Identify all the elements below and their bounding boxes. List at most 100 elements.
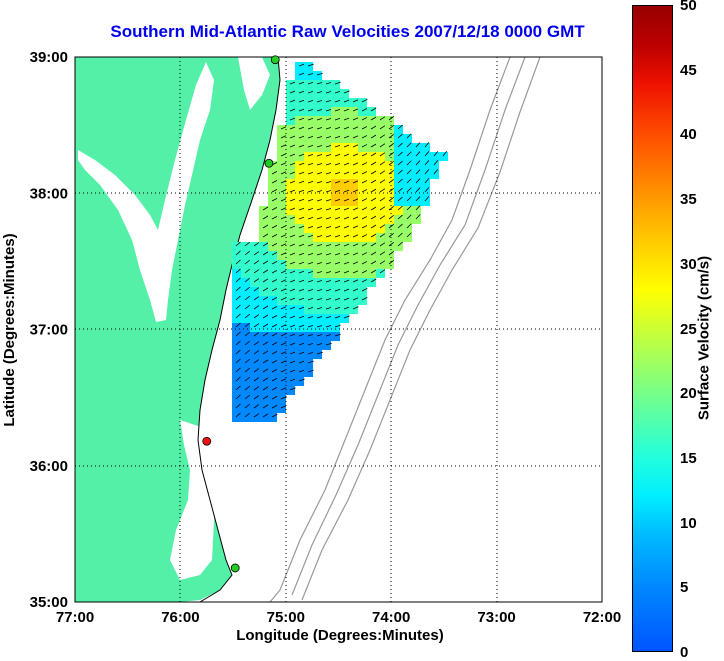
velocity-arrow <box>289 306 296 310</box>
velocity-cell <box>232 359 241 368</box>
velocity-cell <box>331 233 340 242</box>
velocity-arrow <box>298 126 305 130</box>
velocity-cell <box>385 197 394 206</box>
velocity-cell <box>259 233 268 242</box>
velocity-arrow <box>442 151 448 157</box>
velocity-cell <box>358 251 367 260</box>
velocity-arrow <box>253 251 260 256</box>
velocity-cell <box>421 197 430 206</box>
sound-water <box>170 420 216 580</box>
velocity-arrow <box>352 144 359 148</box>
velocity-cell <box>286 323 295 332</box>
velocity-arrow <box>262 260 269 265</box>
velocity-arrow <box>424 151 430 157</box>
velocity-arrow <box>253 404 260 409</box>
velocity-arrow <box>379 206 386 211</box>
velocity-arrow <box>280 216 287 220</box>
velocity-arrow <box>289 99 296 103</box>
velocity-arrow <box>307 306 314 310</box>
velocity-cell <box>268 341 277 350</box>
velocity-cell <box>358 143 367 152</box>
velocity-cell <box>322 296 331 305</box>
velocity-cell <box>340 260 349 269</box>
velocity-cell <box>286 152 295 161</box>
velocity-cell <box>232 251 241 260</box>
velocity-cell <box>295 350 304 359</box>
velocity-arrow <box>262 386 269 391</box>
velocity-arrow <box>334 279 341 283</box>
velocity-cell <box>349 206 358 215</box>
velocity-arrow <box>316 279 323 283</box>
velocity-cell <box>385 179 394 188</box>
velocity-arrow <box>280 180 287 184</box>
velocity-cell <box>340 215 349 224</box>
velocity-cell <box>349 161 358 170</box>
velocity-arrow <box>235 376 241 382</box>
velocity-cell <box>331 287 340 296</box>
velocity-cell <box>331 269 340 278</box>
velocity-cell <box>268 413 277 422</box>
velocity-cell <box>313 134 322 143</box>
velocity-arrow <box>271 269 278 274</box>
velocity-arrow <box>307 108 314 112</box>
velocity-arrow <box>379 224 386 229</box>
velocity-cell <box>322 332 331 341</box>
velocity-cell <box>322 89 331 98</box>
velocity-arrow <box>316 90 323 94</box>
velocity-cell <box>349 251 358 260</box>
velocity-arrow <box>289 270 296 274</box>
velocity-cell <box>250 395 259 404</box>
velocity-cell <box>349 242 358 251</box>
velocity-arrow <box>397 142 403 148</box>
velocity-arrow <box>325 153 332 157</box>
velocity-cell <box>304 215 313 224</box>
velocity-cell <box>304 80 313 89</box>
velocity-cell <box>268 260 277 269</box>
velocity-cell <box>331 260 340 269</box>
velocity-arrow <box>424 196 430 202</box>
velocity-cell <box>250 332 259 341</box>
velocity-arrow <box>316 126 323 130</box>
velocity-arrow <box>334 108 341 112</box>
velocity-arrow <box>253 278 260 283</box>
velocity-cell <box>232 332 241 341</box>
velocity-cell <box>340 143 349 152</box>
velocity-arrow <box>289 153 296 157</box>
velocity-arrow <box>307 135 314 139</box>
velocity-cell <box>286 359 295 368</box>
velocity-arrow <box>406 187 412 193</box>
velocity-cell <box>277 404 286 413</box>
velocity-arrow <box>316 216 323 220</box>
velocity-arrow <box>289 279 296 283</box>
velocity-arrow <box>307 216 314 220</box>
velocity-arrow <box>379 152 386 157</box>
velocity-arrow <box>388 116 394 121</box>
velocity-arrow <box>280 135 287 139</box>
velocity-cell <box>322 305 331 314</box>
velocity-cell <box>412 206 421 215</box>
velocity-cell <box>259 377 268 386</box>
velocity-cell <box>340 170 349 179</box>
velocity-arrow <box>343 180 350 184</box>
velocity-arrow <box>244 241 250 247</box>
velocity-arrow <box>325 333 332 337</box>
velocity-cell <box>376 188 385 197</box>
velocity-arrow <box>370 260 377 265</box>
velocity-arrow <box>298 306 305 310</box>
velocity-cell <box>286 350 295 359</box>
velocity-cell <box>340 233 349 242</box>
velocity-cell <box>286 197 295 206</box>
velocity-arrow <box>352 162 359 166</box>
velocity-cell <box>286 341 295 350</box>
velocity-cell <box>286 161 295 170</box>
velocity-cell <box>385 224 394 233</box>
velocity-cell <box>241 251 250 260</box>
velocity-arrow <box>298 108 305 112</box>
station-marker <box>202 436 212 446</box>
velocity-cell <box>295 107 304 116</box>
chesapeake-bay <box>78 62 214 322</box>
velocity-cell <box>322 98 331 107</box>
velocity-cell <box>232 242 241 251</box>
velocity-arrow <box>289 207 296 211</box>
